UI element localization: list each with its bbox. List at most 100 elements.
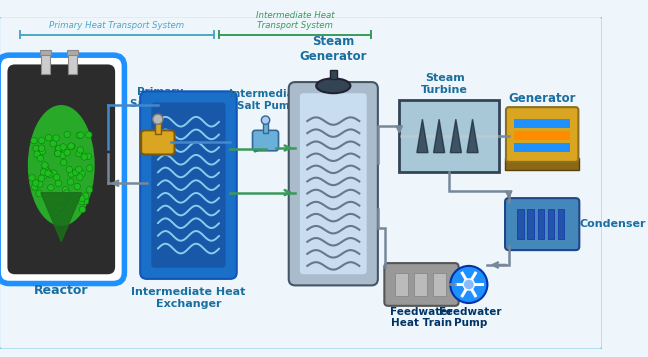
Circle shape [78,170,86,177]
FancyBboxPatch shape [399,100,500,172]
Polygon shape [467,119,478,153]
Circle shape [50,140,56,147]
FancyBboxPatch shape [152,102,226,268]
Circle shape [67,198,74,205]
Bar [330,70,337,79]
Circle shape [56,145,62,152]
Polygon shape [417,119,428,153]
FancyBboxPatch shape [505,198,579,250]
Polygon shape [450,119,461,153]
Circle shape [450,266,487,303]
Circle shape [81,154,87,160]
Bar [395,273,408,296]
Circle shape [40,169,47,175]
Circle shape [64,190,70,196]
Bar [558,209,564,239]
Circle shape [66,166,73,173]
Circle shape [32,184,38,190]
Polygon shape [434,119,445,153]
Circle shape [47,185,54,191]
Circle shape [54,150,61,157]
Text: Condenser: Condenser [579,219,646,229]
Bar [515,144,570,152]
Circle shape [261,116,270,124]
FancyBboxPatch shape [141,130,174,155]
Circle shape [69,143,75,150]
Text: Primary
Salt Pump: Primary Salt Pump [130,87,190,109]
Circle shape [39,148,45,155]
Circle shape [56,150,62,157]
Circle shape [86,165,93,171]
Circle shape [64,149,71,156]
FancyBboxPatch shape [253,130,279,151]
Circle shape [51,170,57,176]
Bar [515,131,570,140]
Circle shape [56,205,62,211]
Circle shape [77,147,84,153]
FancyBboxPatch shape [0,16,603,350]
Circle shape [60,152,66,159]
Text: Steam
Turbine: Steam Turbine [421,74,468,95]
Circle shape [78,195,85,202]
Bar [155,119,161,134]
FancyBboxPatch shape [289,82,378,285]
Circle shape [53,135,60,141]
Bar [40,50,51,55]
Circle shape [51,203,58,210]
Circle shape [54,150,61,156]
FancyBboxPatch shape [7,65,115,274]
Circle shape [55,180,62,187]
Circle shape [79,206,86,213]
Circle shape [55,146,62,152]
Ellipse shape [316,79,351,93]
Circle shape [34,151,40,157]
Bar [68,53,77,74]
Circle shape [53,209,60,215]
Text: Reactor: Reactor [34,283,89,297]
Circle shape [37,155,43,162]
Circle shape [78,198,85,205]
FancyBboxPatch shape [384,263,459,306]
Circle shape [38,145,45,151]
Circle shape [86,132,92,138]
Polygon shape [41,193,82,241]
Circle shape [82,193,89,199]
Text: Intermediate Heat
Transport System: Intermediate Heat Transport System [256,11,334,30]
Circle shape [153,114,163,124]
Circle shape [41,172,47,178]
Circle shape [32,180,39,186]
Circle shape [76,150,82,157]
Bar [433,273,446,296]
Bar [517,209,524,239]
Circle shape [67,178,74,185]
Circle shape [76,174,83,181]
Bar [414,273,427,296]
Circle shape [53,174,60,181]
Circle shape [33,145,40,152]
Text: Steam
Generator: Steam Generator [299,35,367,62]
FancyBboxPatch shape [0,55,124,283]
Bar [41,53,50,74]
Circle shape [85,153,91,160]
Circle shape [60,159,67,166]
Circle shape [36,190,42,197]
Circle shape [41,162,48,169]
Circle shape [64,131,71,138]
Bar [538,209,544,239]
Circle shape [45,170,51,176]
Circle shape [76,132,82,139]
Bar [515,119,570,127]
FancyBboxPatch shape [506,107,579,162]
Circle shape [38,175,45,181]
Circle shape [76,166,82,173]
Circle shape [29,175,35,181]
Circle shape [68,171,75,177]
Circle shape [68,143,75,149]
FancyBboxPatch shape [300,93,367,274]
Circle shape [73,169,79,176]
Circle shape [42,164,49,171]
FancyBboxPatch shape [140,91,237,279]
Circle shape [74,183,80,190]
Circle shape [30,137,37,144]
Circle shape [463,279,474,290]
